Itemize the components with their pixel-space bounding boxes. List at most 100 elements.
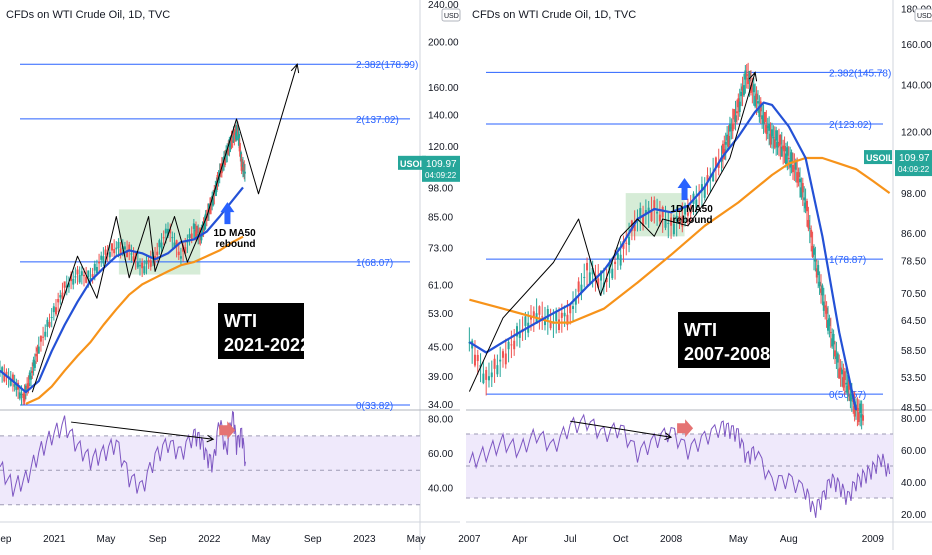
price-axis-tick-label: 61.00 bbox=[428, 280, 453, 291]
rebound-arrow-icon bbox=[677, 178, 692, 201]
price-bar-body bbox=[538, 306, 541, 315]
price-bar-body bbox=[630, 220, 633, 231]
time-axis-tick-label: Apr bbox=[512, 534, 528, 545]
price-bar-body bbox=[160, 242, 163, 249]
price-bar-body bbox=[224, 157, 227, 166]
price-bar-body bbox=[37, 346, 40, 354]
price-bar-body bbox=[179, 256, 182, 259]
price-bar-body bbox=[790, 152, 793, 163]
price-bar-body bbox=[104, 249, 107, 255]
price-bar-body bbox=[241, 162, 244, 166]
price-bar-body bbox=[1, 367, 4, 373]
fib-level-label: 2(137.02) bbox=[356, 115, 399, 126]
rsi-line bbox=[468, 413, 891, 518]
price-bar-body bbox=[849, 393, 852, 402]
price-bar-body bbox=[768, 124, 771, 131]
price-bar-body bbox=[836, 353, 839, 363]
price-axis-tick-label: 120.00 bbox=[901, 128, 932, 139]
fib-level-label: 1(78.87) bbox=[829, 255, 866, 266]
price-bar-body bbox=[136, 262, 139, 268]
fib-level-label: 2(123.02) bbox=[829, 120, 872, 131]
price-bar-body bbox=[834, 350, 837, 357]
price-bar-body bbox=[824, 305, 827, 308]
price-bar-body bbox=[591, 267, 594, 275]
price-bar-body bbox=[772, 137, 775, 139]
price-bar-body bbox=[164, 228, 167, 234]
price-bar-body bbox=[583, 276, 586, 278]
price-bar-body bbox=[32, 359, 35, 367]
price-bar-body bbox=[235, 132, 238, 140]
price-bar-body bbox=[779, 134, 782, 145]
price-axis-tick-label: 98.00 bbox=[428, 183, 453, 194]
callout-line-1: 1D MA50 bbox=[213, 228, 256, 239]
price-bar-body bbox=[819, 288, 822, 293]
price-bar-body bbox=[30, 375, 33, 380]
price-bar-body bbox=[822, 301, 825, 311]
price-bar-body bbox=[841, 369, 844, 375]
price-bar-body bbox=[499, 359, 502, 362]
price-bar-body bbox=[714, 157, 717, 168]
price-bar-body bbox=[207, 203, 210, 211]
chart-title: CFDs on WTI Crude Oil, 1D, TVC bbox=[472, 9, 636, 21]
rsi-marker-arrow-icon bbox=[677, 419, 694, 438]
price-bar-body bbox=[733, 108, 736, 120]
price-bar-body bbox=[667, 222, 670, 224]
price-bar-body bbox=[801, 183, 804, 193]
currency-button[interactable] bbox=[441, 8, 461, 22]
price-bar-body bbox=[549, 321, 552, 329]
price-bar-body bbox=[493, 358, 496, 369]
price-bar-body bbox=[23, 394, 26, 402]
price-bar-body bbox=[860, 414, 863, 418]
price-bar-body bbox=[786, 147, 789, 156]
rsi-axis-tick-label: 60.00 bbox=[901, 446, 926, 457]
price-bar-body bbox=[800, 187, 803, 198]
price-bar-body bbox=[797, 172, 800, 178]
price-bar-body bbox=[811, 246, 814, 257]
price-bar-body bbox=[846, 385, 849, 393]
price-axis-tick-label: 120.00 bbox=[428, 142, 459, 153]
price-bar-body bbox=[619, 254, 622, 266]
price-bar-body bbox=[762, 119, 765, 124]
price-bar-body bbox=[13, 383, 16, 387]
price-axis-tick-label: 98.00 bbox=[901, 189, 926, 200]
price-bar-body bbox=[476, 354, 479, 362]
rsi-axis-tick-label: 60.00 bbox=[428, 449, 453, 460]
annotation-line-2: 2021-2022 bbox=[224, 335, 310, 355]
price-bar-body bbox=[233, 132, 236, 135]
price-axis-tick-label: 39.00 bbox=[428, 372, 453, 383]
price-bar-body bbox=[61, 292, 64, 300]
price-bar-body bbox=[130, 253, 133, 255]
rsi-divergence-line bbox=[570, 420, 672, 438]
price-bar-body bbox=[204, 213, 207, 220]
price-bar-body bbox=[686, 212, 689, 216]
price-bar-body bbox=[577, 281, 580, 292]
price-bar-body bbox=[835, 356, 838, 360]
price-bar-body bbox=[232, 136, 235, 143]
callout-line-2: rebound bbox=[673, 215, 713, 226]
price-bar-body bbox=[769, 133, 772, 145]
price-bar-body bbox=[818, 281, 821, 287]
price-bar-body bbox=[625, 242, 628, 244]
price-bar-body bbox=[726, 134, 729, 141]
price-bar-body bbox=[3, 374, 6, 382]
price-bar-body bbox=[162, 237, 165, 239]
projection-arrowhead bbox=[290, 63, 300, 74]
price-bar-body bbox=[775, 130, 778, 141]
price-bar-body bbox=[93, 263, 96, 271]
currency-button[interactable] bbox=[914, 8, 932, 22]
price-bar-body bbox=[600, 270, 603, 281]
price-bar-body bbox=[496, 365, 499, 375]
price-axis-tick-label: 240.00 bbox=[428, 0, 459, 11]
price-bar-body bbox=[848, 379, 851, 390]
price-bar-body bbox=[622, 241, 625, 249]
price-bar-body bbox=[744, 70, 747, 80]
price-bar-body bbox=[515, 326, 518, 337]
time-axis-tick-label: Aug bbox=[780, 534, 798, 545]
price-bar-body bbox=[9, 379, 12, 386]
price-bar-body bbox=[200, 233, 203, 241]
price-bar-body bbox=[857, 412, 860, 422]
price-bar-body bbox=[712, 172, 715, 182]
rsi-divergence-line bbox=[71, 421, 214, 440]
price-bar-body bbox=[83, 274, 85, 277]
price-bar-body bbox=[689, 208, 692, 214]
